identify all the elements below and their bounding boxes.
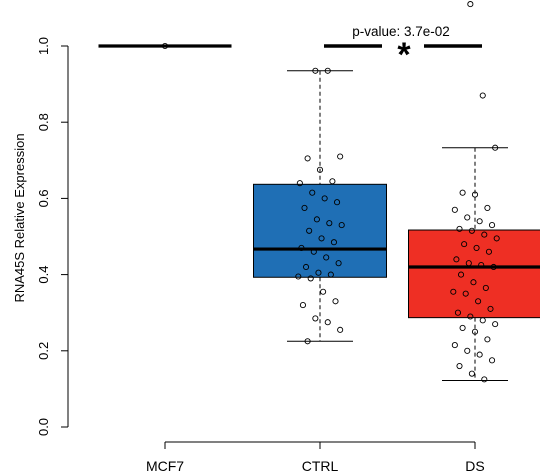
data-point-ctrl <box>324 319 331 326</box>
y-axis-label: RNA45S Relative Expression <box>12 133 27 302</box>
data-point-ctrl <box>312 315 319 322</box>
data-point-ds <box>465 260 472 267</box>
data-point-ds <box>488 222 496 229</box>
x-tick-label-ctrl: CTRL <box>302 458 339 474</box>
data-point-ctrl <box>320 288 327 295</box>
data-point-ds <box>454 309 462 316</box>
y-tick-label-5: 1.0 <box>36 37 51 55</box>
data-point-ds <box>484 204 491 211</box>
data-point-ds <box>493 235 500 242</box>
data-point-ctrl <box>312 67 319 74</box>
data-point-ctrl <box>304 338 311 345</box>
data-point-ds <box>468 227 475 234</box>
data-point-ctrl <box>307 275 314 282</box>
data-point-ds <box>479 92 486 99</box>
data-point-ds <box>456 225 463 232</box>
data-point-ds <box>475 298 482 305</box>
data-point-ds <box>481 376 488 383</box>
data-point-ctrl <box>329 178 336 185</box>
data-point-ctrl <box>335 260 342 267</box>
data-point-ds <box>481 231 488 238</box>
data-point-ds <box>461 241 468 248</box>
data-point-ds <box>492 321 499 328</box>
data-point-ds <box>473 244 480 251</box>
data-point-ctrl <box>323 254 330 261</box>
data-point-ctrl <box>304 155 311 162</box>
data-point-ctrl <box>324 67 331 74</box>
data-point-ds <box>482 284 489 291</box>
data-point-ds <box>476 218 483 225</box>
data-point-ds <box>459 324 466 331</box>
data-point-ds <box>485 248 493 255</box>
data-point-ctrl <box>326 220 333 227</box>
x-ticks: MCF7 CTRL DS <box>146 442 485 474</box>
data-point-ds <box>451 342 458 349</box>
data-point-ctrl <box>302 263 310 271</box>
data-point-ds <box>479 317 486 324</box>
box-ctrl <box>253 70 387 342</box>
data-point-ctrl <box>332 298 339 305</box>
x-tick-label-mcf7: MCF7 <box>146 458 184 474</box>
data-point-ctrl <box>330 239 338 246</box>
data-point-ds <box>459 189 466 196</box>
iqr-box-ctrl <box>253 183 387 278</box>
data-point-ctrl <box>338 222 345 229</box>
data-point-ctrl <box>337 153 344 160</box>
data-point-ds <box>470 279 477 286</box>
data-point-ctrl <box>318 235 325 242</box>
data-point-ds <box>476 351 483 358</box>
data-point-ds <box>451 206 458 213</box>
y-tick-label-0: 0.0 <box>36 418 51 436</box>
data-point-ctrl <box>310 248 317 255</box>
data-point-ctrl <box>337 326 344 333</box>
significance-star: * <box>397 36 411 74</box>
data-point-ds <box>471 328 479 335</box>
data-point-ds <box>456 362 463 370</box>
data-point-ctrl <box>315 269 322 276</box>
data-point-ctrl <box>295 273 302 280</box>
data-point-ds <box>467 313 474 320</box>
data-point-ds <box>464 214 471 221</box>
data-point-mcf7 <box>161 42 169 50</box>
y-tick-label-3: 0.6 <box>36 189 51 207</box>
x-tick-label-ds: DS <box>465 458 484 474</box>
iqr-box-ds <box>408 229 540 319</box>
data-point-ctrl <box>296 180 303 187</box>
data-point-ctrl <box>316 166 324 173</box>
data-point-ctrl <box>327 271 334 278</box>
data-point-ds <box>450 288 457 295</box>
box-ds <box>408 147 540 382</box>
data-point-ds <box>467 1 474 8</box>
pvalue-label: p-value: 3.7e-02 <box>352 24 450 39</box>
data-point-ds <box>453 256 460 263</box>
data-point-ds <box>488 357 496 364</box>
axes-group: 0.0 0.2 0.4 0.6 0.8 1.0 MCF7 CTRL DS RNA45S Rel… <box>12 37 485 474</box>
data-point-ds <box>462 290 469 297</box>
data-point-ctrl <box>313 216 320 223</box>
data-point-ctrl <box>306 227 313 234</box>
data-point-ds <box>492 144 499 151</box>
plot-area <box>98 1 540 383</box>
data-point-ds <box>478 262 485 269</box>
y-tick-label-4: 0.8 <box>36 113 51 131</box>
data-point-ds <box>484 336 491 343</box>
data-point-ds <box>468 370 475 377</box>
data-point-ds <box>464 347 471 354</box>
data-point-ds <box>471 191 479 198</box>
y-tick-label-2: 0.4 <box>36 266 51 284</box>
data-point-ds <box>457 271 465 278</box>
data-point-ds <box>487 305 494 312</box>
data-point-ctrl <box>301 204 308 211</box>
data-point-ctrl <box>321 195 328 202</box>
data-point-ctrl <box>309 189 316 196</box>
data-point-ctrl <box>298 244 305 251</box>
data-point-ds <box>490 263 497 271</box>
y-tick-label-1: 0.2 <box>36 342 51 360</box>
data-point-ctrl <box>333 199 341 206</box>
y-ticks: 0.0 0.2 0.4 0.6 0.8 1.0 <box>36 37 68 436</box>
annotations: p-value: 3.7e-02 * <box>324 24 482 74</box>
data-point-ctrl <box>299 302 307 309</box>
